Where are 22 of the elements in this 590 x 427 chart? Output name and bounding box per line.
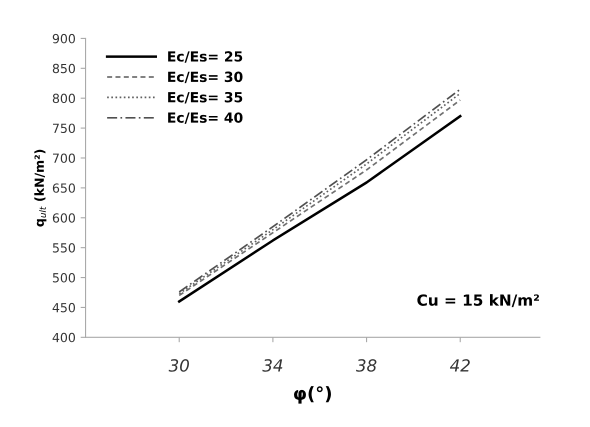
y-tick-label: 400 — [52, 332, 75, 342]
y-tick-label: 700 — [52, 153, 75, 163]
y-tick-label: 650 — [52, 183, 75, 193]
y-axis-title: q$_{ult}$ (kN/m²) — [34, 150, 46, 227]
x-tick-label: 34 — [262, 359, 282, 372]
x-axis-title: φ(°) — [294, 386, 331, 404]
annotation: Cu = 15 kN/m² — [417, 294, 539, 308]
legend-label: Ec/Es= 30 — [168, 72, 243, 84]
y-tick-label: 850 — [52, 64, 75, 74]
legend-label: Ec/Es= 40 — [168, 112, 243, 124]
y-tick-label: 600 — [52, 213, 75, 223]
x-tick-label: 38 — [356, 359, 376, 372]
x-tick-label: 30 — [168, 359, 189, 372]
y-tick-label: 500 — [52, 273, 75, 282]
y-tick-label: 800 — [52, 94, 75, 104]
y-tick-label: 450 — [52, 302, 75, 312]
y-tick-label: 550 — [52, 243, 75, 253]
y-tick-label: 900 — [52, 34, 75, 44]
legend-label: Ec/Es= 25 — [168, 51, 242, 63]
legend-label: Ec/Es= 35 — [168, 92, 242, 104]
y-tick-label: 750 — [52, 124, 75, 134]
x-tick-label: 42 — [450, 359, 470, 372]
